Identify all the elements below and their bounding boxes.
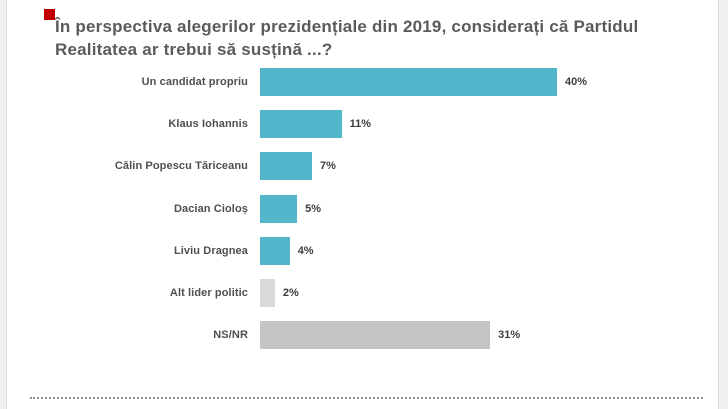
chart-row: Un candidat propriu 40%	[8, 61, 718, 103]
chart-row: Liviu Dragnea 4%	[8, 230, 718, 272]
chart-title: În perspectiva alegerilor prezidențiale …	[55, 17, 639, 59]
chart-row: Dacian Cioloș 5%	[8, 188, 718, 230]
chart-row: Klaus Iohannis 11%	[8, 103, 718, 145]
value-label: 5%	[305, 202, 322, 215]
bar	[260, 152, 312, 181]
category-label: Klaus Iohannis	[168, 118, 248, 131]
bar	[260, 194, 298, 223]
bar-track: 4%	[248, 236, 718, 265]
bar	[260, 236, 290, 265]
bar-track: 2%	[248, 279, 718, 308]
bar-track: 31%	[248, 321, 718, 350]
bar	[260, 110, 342, 139]
bar-chart: Un candidat propriu 40% Klaus Iohannis 11% C…	[8, 61, 718, 356]
category-label: Alt lider politic	[169, 287, 248, 300]
footer-dotted-line	[30, 397, 703, 399]
value-label: 4%	[297, 244, 314, 257]
category-label: Dacian Cioloș	[173, 202, 248, 215]
bar-track: 7%	[248, 152, 718, 181]
category-label: NS/NR	[213, 329, 248, 342]
chart-row: Alt lider politic 2%	[8, 272, 718, 314]
bar-track: 11%	[248, 110, 718, 139]
chart-row: Călin Popescu Tăriceanu 7%	[8, 145, 718, 187]
bar	[260, 321, 491, 350]
value-label: 31%	[498, 329, 521, 342]
red-square-marker	[44, 9, 55, 20]
value-label: 2%	[282, 287, 299, 300]
category-label: Călin Popescu Tăriceanu	[114, 160, 248, 173]
category-label: Liviu Dragnea	[173, 244, 248, 257]
left-edge-gutter	[0, 0, 7, 409]
chart-row: NS/NR 31%	[8, 314, 718, 356]
bar	[260, 68, 557, 97]
bar-track: 40%	[248, 68, 718, 97]
bar-track: 5%	[248, 194, 718, 223]
right-edge-gutter	[718, 0, 728, 409]
category-label: Un candidat propriu	[141, 76, 248, 89]
value-label: 11%	[349, 118, 372, 131]
value-label: 7%	[319, 160, 336, 173]
bar	[260, 279, 275, 308]
value-label: 40%	[565, 76, 588, 89]
